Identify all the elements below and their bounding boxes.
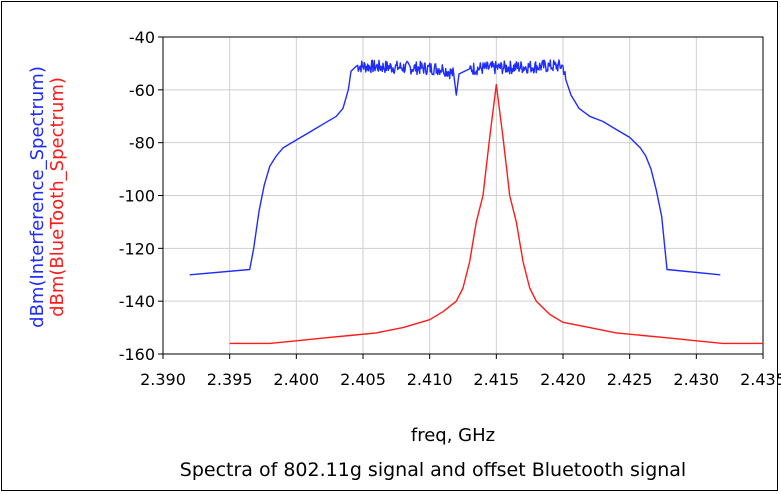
x-tick-label: 2.435 bbox=[740, 370, 781, 389]
x-tick-label: 2.410 bbox=[407, 370, 453, 389]
chart-title: Spectra of 802.11g signal and offset Blu… bbox=[180, 459, 686, 481]
x-tick-label: 2.400 bbox=[273, 370, 319, 389]
grid-lines bbox=[162, 36, 764, 355]
series-line-bluetooth bbox=[229, 83, 763, 345]
y-tick-label: -80 bbox=[129, 134, 155, 153]
y-tick-label: -60 bbox=[129, 81, 155, 100]
x-tick-label: 2.405 bbox=[340, 370, 386, 389]
series-layer bbox=[189, 59, 763, 345]
x-tick-label: 2.425 bbox=[607, 370, 653, 389]
x-tick-label: 2.415 bbox=[473, 370, 519, 389]
y-tick-label: -40 bbox=[129, 28, 155, 47]
y-axis: -40 -60 -80 -100 -120 -140 -160 bbox=[119, 28, 163, 364]
x-axis-label: freq, GHz bbox=[411, 425, 495, 446]
x-tick-label: 2.390 bbox=[140, 370, 186, 389]
y-axis-label-interference: dBm(Interference_Spectrum) bbox=[27, 66, 48, 328]
series-line-interference bbox=[189, 59, 721, 276]
y-tick-label: -100 bbox=[119, 187, 155, 206]
x-axis: 2.390 2.395 2.400 2.405 2.410 2.415 2.420 2.425… bbox=[140, 354, 781, 389]
y-axis-label-bluetooth: dBm(BlueTooth_Spectrum) bbox=[47, 77, 68, 317]
y-tick-label: -140 bbox=[119, 292, 155, 311]
x-tick-label: 2.395 bbox=[207, 370, 253, 389]
x-tick-label: 2.420 bbox=[540, 370, 586, 389]
y-tick-label: -160 bbox=[119, 345, 155, 364]
x-tick-label: 2.430 bbox=[673, 370, 719, 389]
y-tick-label: -120 bbox=[119, 239, 155, 258]
